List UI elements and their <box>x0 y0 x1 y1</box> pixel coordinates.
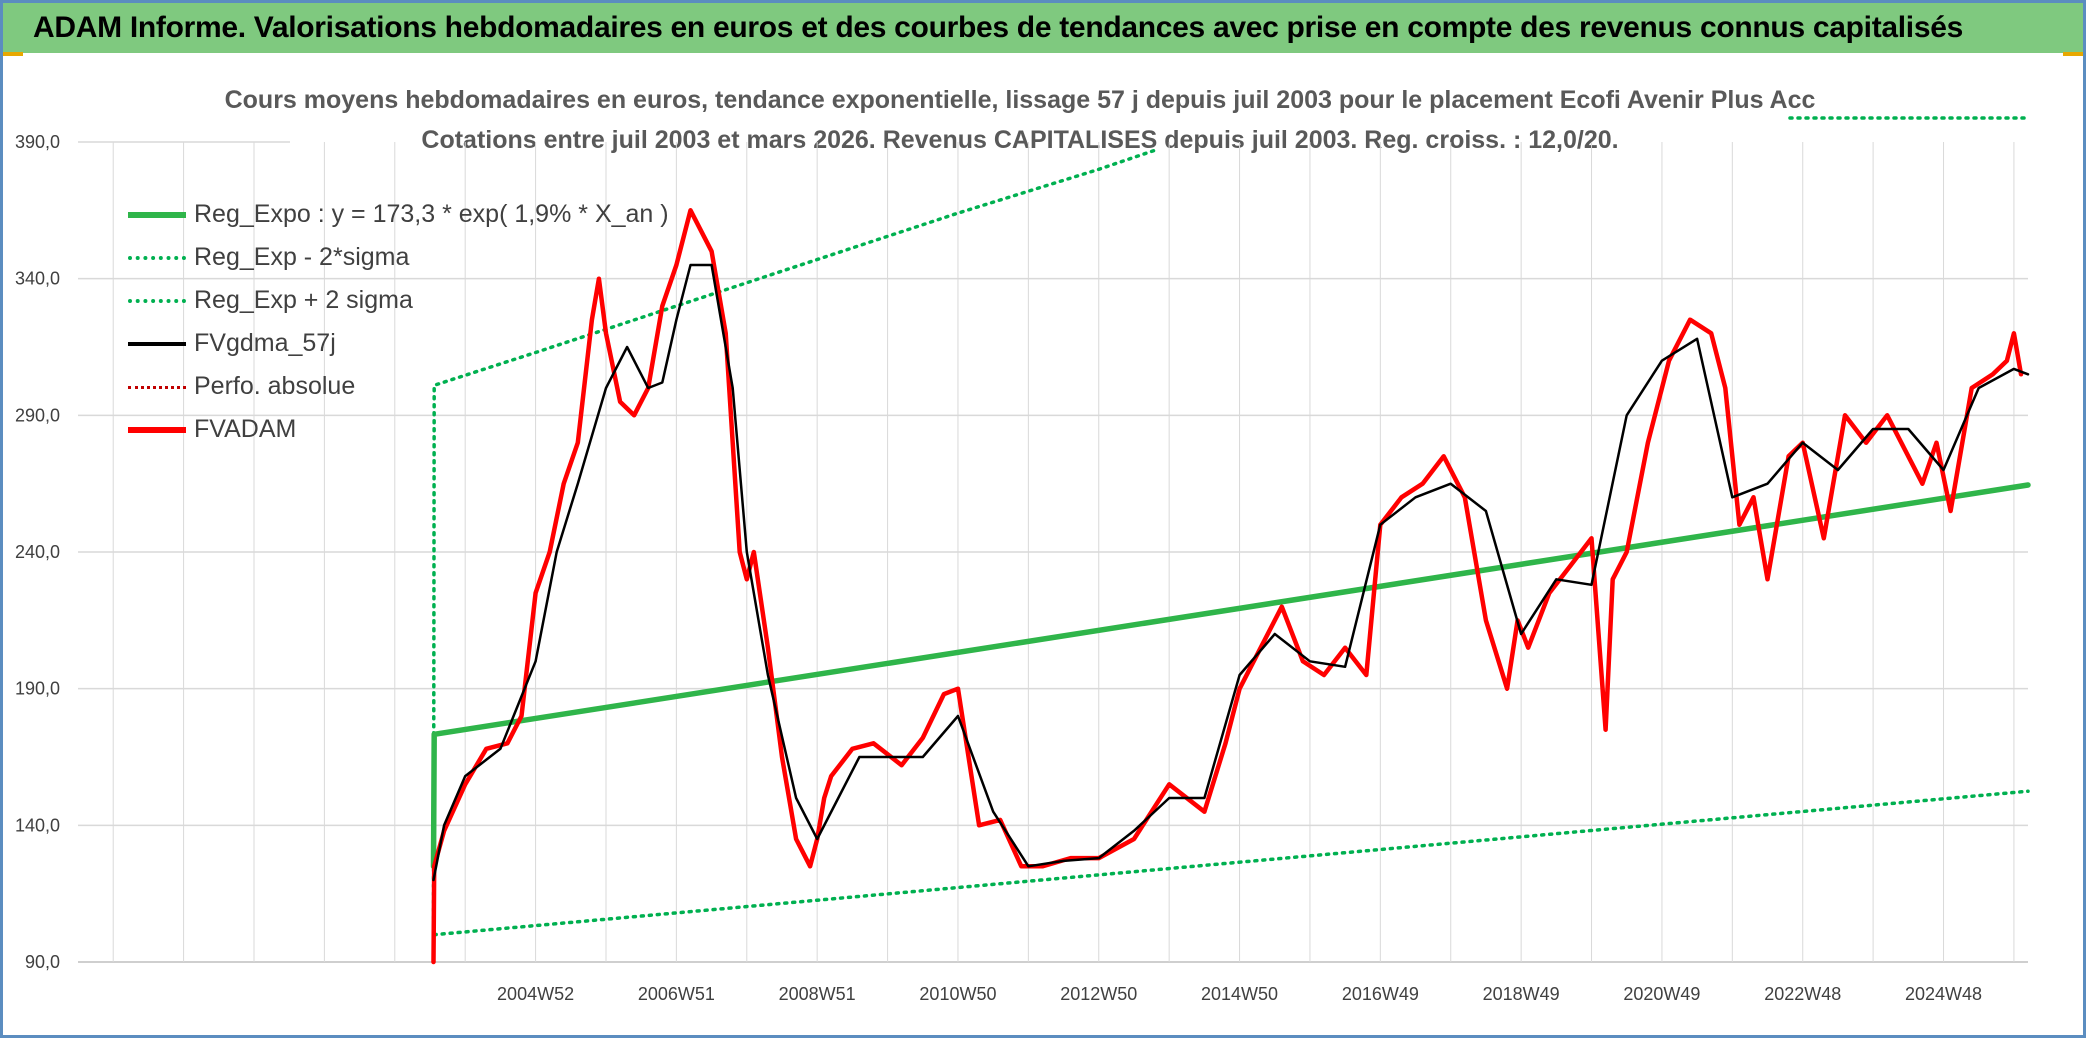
legend-swatch-reg-exp-plus <box>128 299 186 303</box>
legend-swatch-fvgdma <box>128 342 186 346</box>
x-tick-label: 2008W51 <box>779 984 856 1004</box>
series-lines <box>430 116 2031 965</box>
legend-label-reg-exp-plus: Reg_Exp + 2 sigma <box>194 286 413 314</box>
series-line-1 <box>432 789 2030 937</box>
x-tick-label: 2004W52 <box>497 984 574 1004</box>
legend-swatch-reg-exp-minus <box>128 256 186 260</box>
header-title: ADAM Informe. Valorisations hebdomadaire… <box>33 11 1964 44</box>
legend-label-fvgdma: FVgdma_57j <box>194 329 336 357</box>
legend-swatch-reg-expo <box>128 212 186 218</box>
header-bar: ADAM Informe. Valorisations hebdomadaire… <box>3 3 2083 53</box>
legend-label-reg-exp-minus: Reg_Exp - 2*sigma <box>194 243 410 271</box>
x-tick-label: 2022W48 <box>1764 984 1841 1004</box>
x-tick-label: 2006W51 <box>638 984 715 1004</box>
legend-label-fvadam: FVADAM <box>194 415 297 443</box>
y-tick-label: 90,0 <box>25 952 60 972</box>
x-tick-label: 2014W50 <box>1201 984 1278 1004</box>
legend: Reg_Expo : y = 173,3 * exp( 1,9% * X_an … <box>128 200 688 450</box>
x-tick-label: 2018W49 <box>1483 984 1560 1004</box>
y-tick-label: 140,0 <box>15 815 60 835</box>
legend-swatch-perfo <box>128 386 186 389</box>
x-tick-label: 2016W49 <box>1342 984 1419 1004</box>
y-axis-ticks: 90,0 140,0 190,0 240,0 290,0 340,0 390,0 <box>15 132 60 972</box>
chart-subtitle: Cotations entre juil 2003 et mars 2026. … <box>421 126 1619 154</box>
series-line-5 <box>431 208 2024 965</box>
x-tick-label: 2024W48 <box>1905 984 1982 1004</box>
x-tick-label: 2020W49 <box>1623 984 1700 1004</box>
corner-marker-left <box>3 52 23 56</box>
y-tick-label: 390,0 <box>15 132 60 152</box>
legend-label-reg-expo: Reg_Expo : y = 173,3 * exp( 1,9% * X_an … <box>194 200 669 228</box>
y-tick-label: 240,0 <box>15 542 60 562</box>
series-line-2 <box>431 148 1157 937</box>
y-tick-label: 290,0 <box>15 405 60 425</box>
x-tick-label: 2012W50 <box>1060 984 1137 1004</box>
chart-title: Cours moyens hebdomadaires en euros, ten… <box>224 86 1816 114</box>
series-line-0 <box>430 482 2031 870</box>
y-tick-label: 340,0 <box>15 269 60 289</box>
y-tick-label: 190,0 <box>15 679 60 699</box>
x-tick-label: 2010W50 <box>919 984 996 1004</box>
x-axis-ticks: 2004W52 2006W51 2008W51 2010W50 2012W50 2014W… <box>497 984 1982 1004</box>
series-line-3 <box>432 263 2030 882</box>
legend-label-perfo: Perfo. absolue <box>194 372 356 400</box>
corner-marker-right <box>2063 52 2083 56</box>
legend-swatch-fvadam <box>128 427 186 433</box>
